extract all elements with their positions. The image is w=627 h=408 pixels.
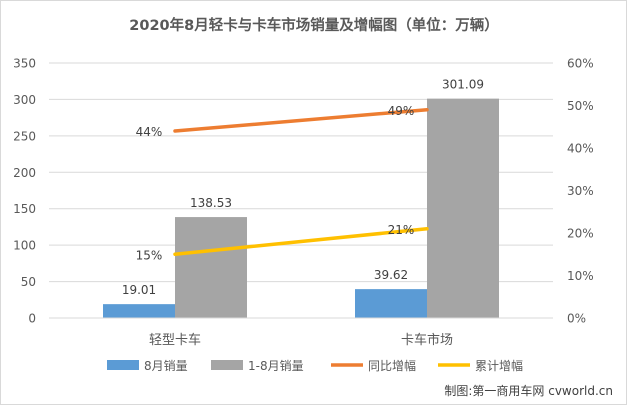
bar (427, 98, 499, 318)
bar-data-label: 138.53 (190, 196, 232, 210)
line-data-label: 15% (136, 248, 163, 262)
bar-data-label: 301.09 (442, 78, 484, 92)
gridlines (49, 62, 553, 283)
y2-tick-label: 30% (567, 184, 594, 198)
legend: 8月销量 1-8月销量 同比增幅 累计增幅 (107, 358, 523, 373)
legend-swatch (211, 360, 243, 370)
y-tick-label: 0 (28, 312, 36, 326)
series-line (173, 227, 429, 256)
lines (173, 108, 429, 256)
bar (175, 217, 247, 318)
x-category-label: 轻型卡车 (149, 332, 201, 348)
bar (103, 304, 175, 318)
legend-label: 累计增幅 (475, 358, 523, 373)
y-axis-right: 0% 10% 20% 30% 40% 50% 60% (567, 57, 594, 326)
y-tick-label: 200 (13, 166, 36, 180)
chart-title: 2020年8月轻卡与卡车市场销量及增幅图（单位：万辆） (129, 16, 498, 34)
line-data-label: 21% (388, 223, 415, 237)
y-tick-label: 250 (13, 129, 36, 143)
y-tick-label: 350 (13, 57, 36, 71)
data-labels: 19.01 138.53 39.62 301.09 44% 49% 15% 21% (122, 78, 484, 298)
x-category-label: 卡车市场 (401, 332, 453, 348)
y-tick-label: 100 (13, 239, 36, 253)
y-tick-label: 300 (13, 93, 36, 107)
y2-tick-label: 10% (567, 269, 594, 283)
y2-tick-label: 50% (567, 99, 594, 113)
bar-data-label: 19.01 (122, 283, 156, 297)
bar (355, 289, 427, 318)
line-data-label: 44% (136, 125, 163, 139)
x-axis: 轻型卡车 卡车市场 (49, 317, 553, 348)
y-tick-label: 150 (13, 202, 36, 216)
legend-label: 1-8月销量 (248, 359, 304, 373)
y2-tick-label: 60% (567, 57, 594, 71)
legend-label: 同比增幅 (368, 358, 416, 373)
bar-data-label: 39.62 (374, 268, 408, 282)
line-data-label: 49% (388, 104, 415, 118)
watermark: 制图:第一商用车网 cvworld.cn (444, 383, 613, 398)
y2-tick-label: 40% (567, 142, 594, 156)
legend-swatch (107, 360, 139, 370)
y2-tick-label: 0% (567, 312, 586, 326)
y-axis-left: 0 50 100 150 200 250 300 350 (13, 57, 36, 326)
legend-label: 8月销量 (144, 359, 188, 373)
bars (103, 98, 499, 318)
y-tick-label: 50 (21, 275, 36, 289)
series-line (173, 108, 429, 133)
y2-tick-label: 20% (567, 227, 594, 241)
